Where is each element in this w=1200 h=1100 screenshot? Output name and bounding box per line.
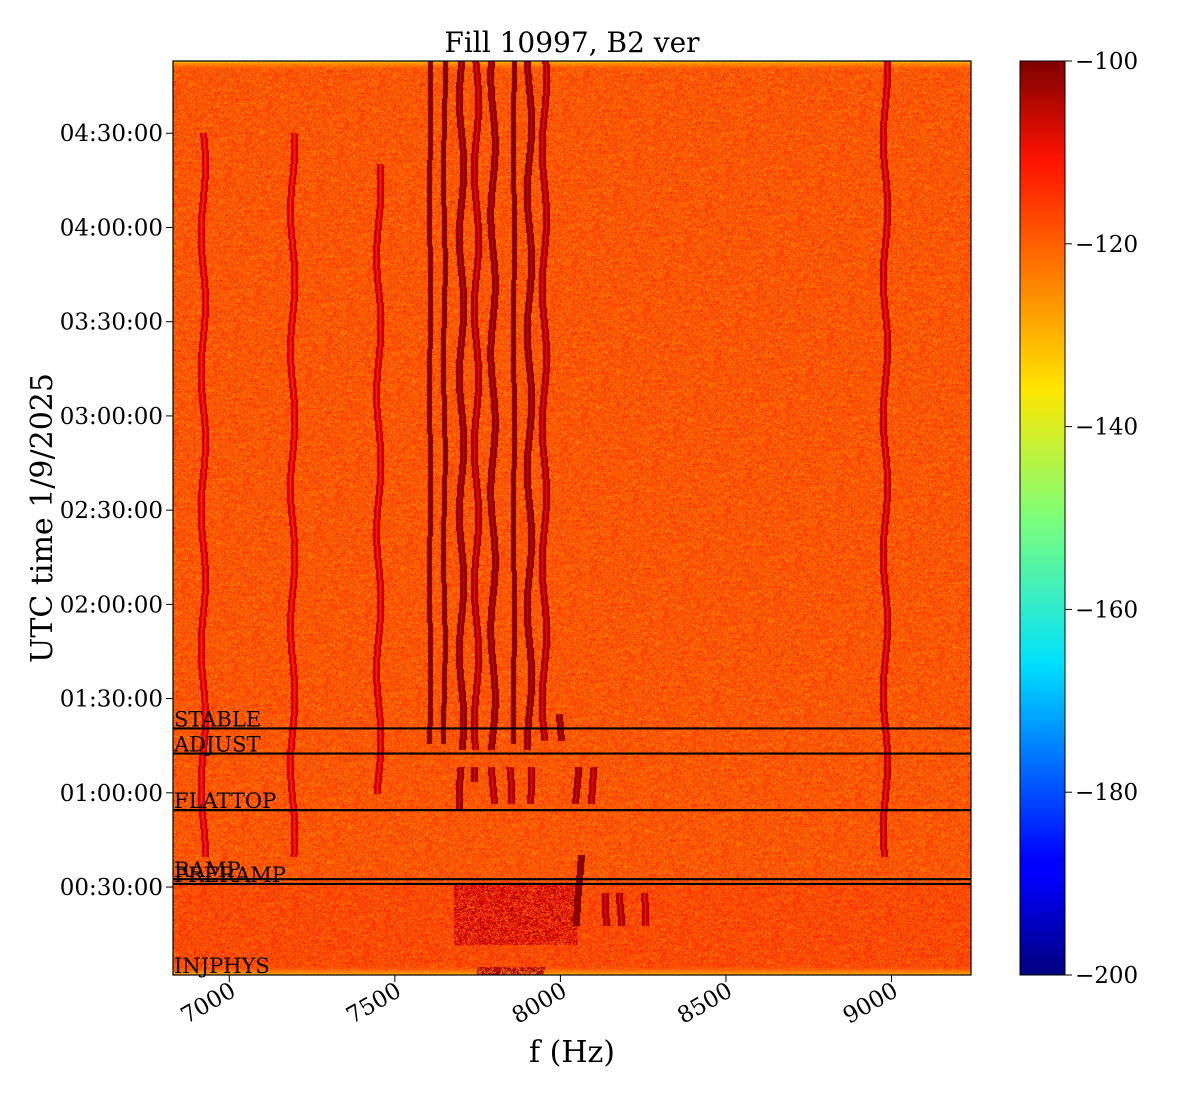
- x-tick-label: 9000: [839, 978, 903, 1030]
- y-axis: 00:30:00 01:00:00 01:30:00 02:00:00 02:30:00…: [60, 121, 173, 901]
- y-tick-label: 00:30:00: [60, 875, 163, 901]
- plot-area: [173, 61, 971, 975]
- y-tick-label: 03:30:00: [60, 310, 163, 336]
- y-tick-label: 01:00:00: [60, 781, 163, 807]
- phase-label-adjust: ADJUST: [173, 733, 261, 757]
- x-axis-title: f (Hz): [529, 1035, 615, 1070]
- chart-title: Fill 10997, B2 ver: [444, 26, 700, 59]
- x-tick-label: 7000: [177, 978, 241, 1030]
- colorbar-ticks: −100 −120 −140 −160 −180 −200: [1065, 49, 1138, 989]
- colorbar-tick-label: −200: [1075, 963, 1138, 989]
- phase-label-injphys: INJPHYS: [174, 954, 270, 978]
- colorbar: −100 −120 −140 −160 −180 −200: [1019, 49, 1138, 989]
- y-tick-label: 03:00:00: [60, 404, 163, 430]
- colorbar-tick-label: −180: [1075, 780, 1138, 806]
- phase-label-preramp: PRERAMP: [174, 863, 286, 887]
- x-tick-label: 8000: [508, 978, 572, 1030]
- spectrogram-image: [173, 61, 971, 975]
- y-tick-label: 04:30:00: [60, 121, 163, 147]
- phase-label-stable: STABLE: [174, 707, 261, 731]
- y-tick-label: 04:00:00: [60, 215, 163, 241]
- colorbar-tick-label: −120: [1075, 232, 1138, 258]
- colorbar-tick-label: −140: [1075, 415, 1138, 441]
- plot-frame: [172, 60, 972, 976]
- x-axis: 7000 7500 8000 8500 9000: [177, 975, 903, 1029]
- y-tick-label: 02:00:00: [60, 592, 163, 618]
- x-tick-label: 8500: [673, 978, 737, 1030]
- phase-label-flattop: FLATTOP: [174, 789, 276, 813]
- phase-label-ramp: RAMP: [174, 858, 241, 882]
- y-tick-label: 01:30:00: [60, 687, 163, 713]
- x-tick-label: 7500: [342, 978, 406, 1030]
- colorbar-tick-label: −100: [1075, 49, 1138, 75]
- colorbar-tick-label: −160: [1075, 597, 1138, 623]
- y-axis-title: UTC time 1/9/2025: [25, 373, 60, 663]
- y-tick-label: 02:30:00: [60, 498, 163, 524]
- colorbar-gradient: [1019, 60, 1066, 976]
